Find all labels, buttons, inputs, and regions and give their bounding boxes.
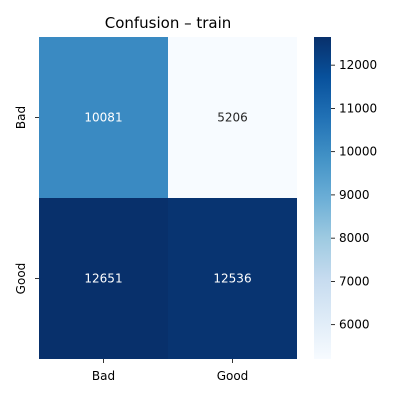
colorbar [314, 37, 331, 359]
colorbar-tick-label: 10000 [339, 145, 377, 159]
heatmap-cells: 10081 5206 12651 12536 [39, 37, 297, 359]
colorbar-tick-label: 7000 [339, 274, 370, 288]
heatmap-cell [39, 37, 168, 198]
colorbar-axis: 6000 7000 8000 9000 10000 11000 12000 [331, 58, 377, 332]
heatmap-cell [39, 198, 168, 359]
colorbar-tick-label: 6000 [339, 318, 370, 332]
x-tick-label: Good [217, 369, 249, 383]
y-axis: Bad Good [14, 106, 39, 294]
colorbar-tick-label: 9000 [339, 188, 370, 202]
cell-value-label: 12536 [213, 272, 251, 286]
colorbar-tick-label: 11000 [339, 101, 377, 115]
y-tick-label: Good [14, 263, 28, 295]
x-axis: Bad Good [92, 359, 248, 383]
colorbar-tick-label: 12000 [339, 58, 377, 72]
heatmap-cell [168, 198, 297, 359]
cell-value-label: 5206 [217, 111, 248, 125]
heatmap-cell [168, 37, 297, 198]
chart-title: Confusion – train [105, 14, 232, 32]
cell-value-label: 12651 [84, 272, 122, 286]
x-tick-label: Bad [92, 369, 115, 383]
y-tick-label: Bad [14, 106, 28, 129]
colorbar-tick-label: 8000 [339, 231, 370, 245]
cell-value-label: 10081 [84, 111, 122, 125]
